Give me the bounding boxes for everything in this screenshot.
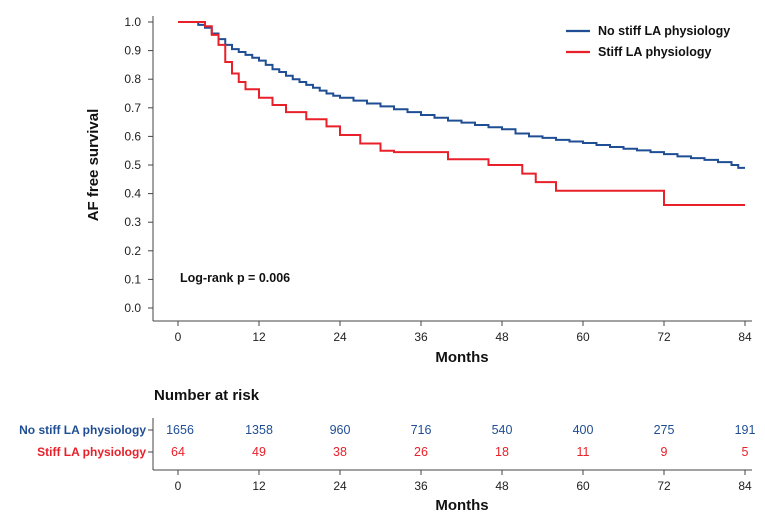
y-tick-label: 0.8 [124, 72, 141, 86]
risk-count-no-stiff: 540 [492, 423, 513, 437]
risk-count-stiff: 11 [577, 445, 590, 459]
risk-table-title: Number at risk [154, 387, 260, 404]
risk-count-no-stiff: 1656 [166, 423, 194, 437]
risk-count-no-stiff: 1358 [245, 423, 273, 437]
log-rank-annotation: Log-rank p = 0.006 [180, 271, 290, 285]
risk-x-tick-label: 48 [495, 479, 509, 493]
x-tick-label: 24 [333, 330, 347, 344]
y-tick-label: 0.6 [124, 129, 141, 143]
x-axis-ticks: 0 12 24 36 48 60 72 84 [175, 321, 752, 344]
x-tick-label: 60 [576, 330, 590, 344]
risk-count-stiff: 9 [661, 445, 668, 459]
plot-axes [152, 16, 752, 322]
risk-count-no-stiff: 716 [411, 423, 432, 437]
y-tick-label: 0.7 [124, 101, 141, 115]
risk-count-no-stiff: 400 [573, 423, 594, 437]
x-tick-label: 0 [175, 330, 182, 344]
risk-x-tick-label: 24 [333, 479, 347, 493]
y-tick-label: 0.0 [124, 301, 141, 315]
x-tick-label: 72 [657, 330, 671, 344]
x-tick-label: 48 [495, 330, 509, 344]
risk-x-tick-label: 72 [657, 479, 671, 493]
risk-row-label-stiff: Stiff LA physiology [37, 445, 146, 459]
y-tick-label: 0.3 [124, 215, 141, 229]
risk-x-tick-label: 0 [175, 479, 182, 493]
survival-curves [178, 21, 745, 207]
risk-count-stiff: 26 [414, 445, 428, 459]
risk-count-stiff: 38 [333, 445, 347, 459]
risk-x-tick-label: 12 [252, 479, 266, 493]
legend-label-no-stiff: No stiff LA physiology [598, 24, 730, 38]
x-axis-title: Months [435, 349, 488, 366]
risk-x-tick-label: 60 [576, 479, 590, 493]
risk-x-tick-label: 84 [738, 479, 752, 493]
y-axis-ticks: 0.0 0.1 0.2 0.3 0.4 0.5 0.6 0.7 0.8 0.9 1.0 [124, 15, 153, 315]
risk-count-no-stiff: 960 [330, 423, 351, 437]
y-axis-title: AF free survival [85, 109, 102, 222]
y-tick-label: 0.5 [124, 158, 141, 172]
risk-count-stiff: 18 [495, 445, 509, 459]
x-tick-label: 36 [414, 330, 428, 344]
y-tick-label: 0.1 [124, 272, 141, 286]
legend: No stiff LA physiology Stiff LA physiolo… [566, 24, 730, 59]
risk-table-counts: 1656 1358 960 716 540 400 275 191 64 49 38 26 18 11 9 5 [166, 423, 755, 459]
risk-x-axis-title: Months [435, 497, 488, 514]
risk-count-stiff: 5 [742, 445, 749, 459]
risk-count-no-stiff: 275 [654, 423, 675, 437]
y-tick-label: 0.2 [124, 244, 141, 258]
risk-table-axis: 0 12 24 36 48 60 72 84 [148, 418, 752, 493]
risk-count-stiff: 49 [252, 445, 266, 459]
risk-x-tick-label: 36 [414, 479, 428, 493]
series-line-stiff [178, 21, 745, 207]
y-tick-label: 1.0 [124, 15, 141, 29]
x-tick-label: 12 [252, 330, 266, 344]
x-tick-label: 84 [738, 330, 752, 344]
y-tick-label: 0.9 [124, 44, 141, 58]
series-line-no-stiff [178, 21, 745, 169]
legend-label-stiff: Stiff LA physiology [598, 45, 711, 59]
y-tick-label: 0.4 [124, 187, 141, 201]
risk-count-no-stiff: 191 [735, 423, 756, 437]
risk-row-label-no-stiff: No stiff LA physiology [19, 423, 146, 437]
risk-count-stiff: 64 [171, 445, 185, 459]
